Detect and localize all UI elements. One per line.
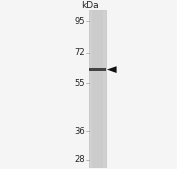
Text: 36: 36 — [74, 127, 85, 136]
Text: 95: 95 — [75, 17, 85, 26]
Bar — [92, 10, 102, 168]
Text: 55: 55 — [75, 79, 85, 88]
Text: 28: 28 — [74, 155, 85, 164]
Bar — [88, 68, 106, 71]
Bar — [88, 10, 106, 168]
Text: kDa: kDa — [81, 1, 99, 10]
Polygon shape — [107, 66, 117, 73]
Text: 72: 72 — [74, 48, 85, 57]
